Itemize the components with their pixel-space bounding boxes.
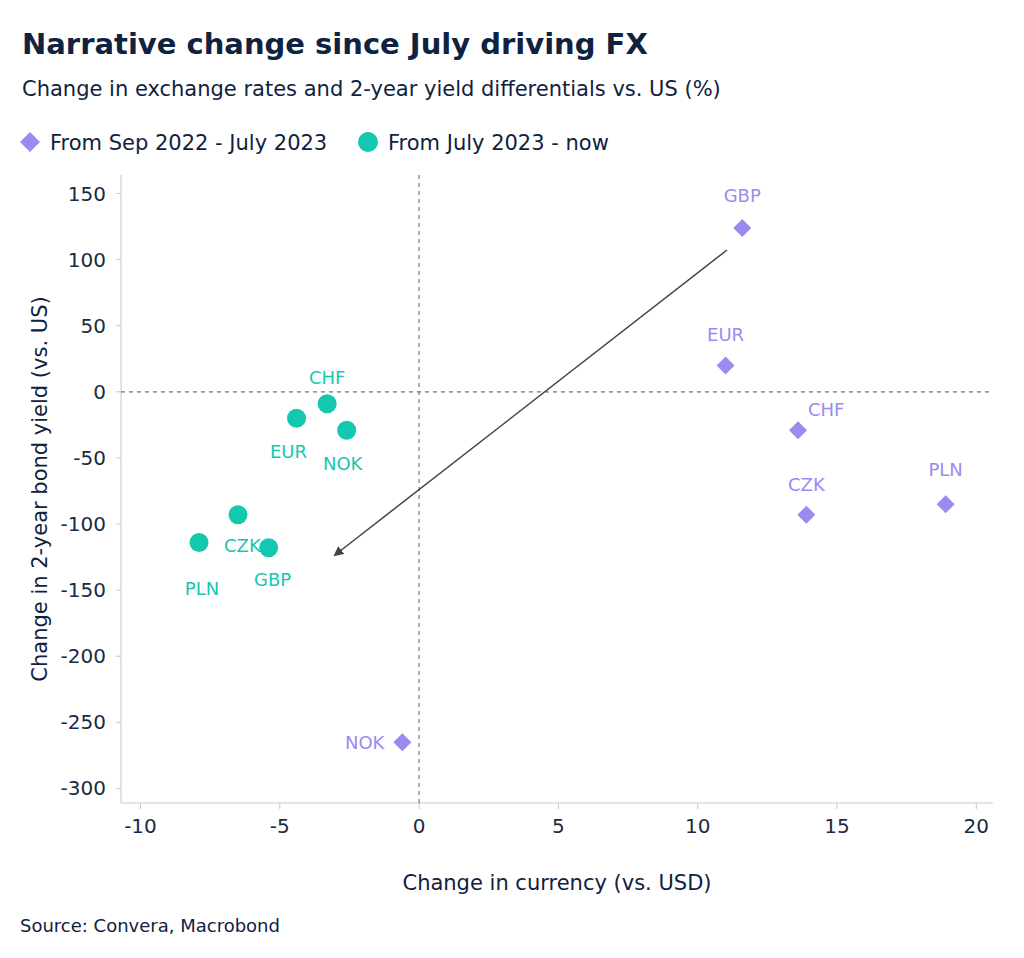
point xyxy=(717,356,735,374)
point xyxy=(190,533,209,552)
point xyxy=(937,495,955,513)
legend-label: From July 2023 - now xyxy=(388,131,609,155)
y-tick xyxy=(116,259,121,260)
y-tick-label: -150 xyxy=(61,578,106,602)
legend-label: From Sep 2022 - July 2023 xyxy=(50,131,327,155)
y-tick xyxy=(116,656,121,657)
point-label: PLN xyxy=(185,578,219,599)
point-label: CHF xyxy=(309,367,345,388)
x-tick xyxy=(558,803,559,809)
point xyxy=(797,506,815,524)
point xyxy=(393,733,411,751)
y-tick-label: 0 xyxy=(93,380,106,404)
point-label: NOK xyxy=(323,453,364,474)
point-label: GBP xyxy=(724,185,761,206)
y-tick xyxy=(116,590,121,591)
x-tick xyxy=(976,803,977,809)
y-tick-label: -300 xyxy=(61,776,106,800)
y-tick xyxy=(116,788,121,789)
x-tick xyxy=(419,803,420,809)
y-tick-label: 150 xyxy=(68,182,106,206)
title: Narrative change since July driving FX xyxy=(22,27,648,61)
x-tick-label: 0 xyxy=(413,814,426,838)
point-label: PLN xyxy=(928,459,962,480)
y-tick xyxy=(116,457,121,458)
y-tick xyxy=(116,524,121,525)
x-tick xyxy=(836,803,837,809)
y-tick xyxy=(116,391,121,392)
x-tick-label: -5 xyxy=(270,814,290,838)
y-axis xyxy=(121,175,122,803)
x-tick-label: 10 xyxy=(685,814,710,838)
x-tick-label: 20 xyxy=(964,814,989,838)
point-label: CZK xyxy=(224,535,262,556)
point xyxy=(789,421,807,439)
x-tick xyxy=(697,803,698,809)
y-tick xyxy=(116,722,121,723)
point xyxy=(229,505,248,524)
x-tick xyxy=(279,803,280,809)
y-tick xyxy=(116,193,121,194)
point xyxy=(733,219,751,237)
y-tick xyxy=(116,325,121,326)
point xyxy=(287,409,306,428)
zero-line-y xyxy=(121,391,993,392)
point-label: CHF xyxy=(808,399,844,420)
point-label: NOK xyxy=(345,732,386,753)
source: Source: Convera, Macrobond xyxy=(20,915,280,936)
point-label: EUR xyxy=(270,441,307,462)
point xyxy=(337,421,356,440)
y-tick-label: -200 xyxy=(61,644,106,668)
x-axis xyxy=(121,803,993,804)
point xyxy=(318,394,337,413)
y-tick-label: -250 xyxy=(61,710,106,734)
y-tick-label: 50 xyxy=(81,314,106,338)
x-tick-label: 15 xyxy=(824,814,849,838)
y-tick-label: -50 xyxy=(73,446,106,470)
point-label: EUR xyxy=(707,324,744,345)
y-tick-label: -100 xyxy=(61,512,106,536)
point-label: GBP xyxy=(254,569,291,590)
point xyxy=(259,538,278,557)
point-labels: GBP EUR CHF CZK PLN NOK CHF EUR NOK CZK PLN GBP xyxy=(185,185,963,753)
legend-marker xyxy=(358,132,378,152)
x-tick xyxy=(140,803,141,809)
y-tick-label: 100 xyxy=(68,248,106,272)
x-axis-label: Change in currency (vs. USD) xyxy=(402,871,711,895)
x-tick-label: 5 xyxy=(552,814,565,838)
point-label: CZK xyxy=(788,474,826,495)
subtitle: Change in exchange rates and 2-year yiel… xyxy=(22,77,721,101)
x-tick-label: -10 xyxy=(124,814,157,838)
points xyxy=(190,219,955,751)
y-axis-label: Change in 2-year bond yield (vs. US) xyxy=(28,296,52,681)
chart: Narrative change since July driving FX Ch… xyxy=(0,0,1024,958)
legend-marker xyxy=(20,132,40,152)
arrow xyxy=(335,250,727,555)
